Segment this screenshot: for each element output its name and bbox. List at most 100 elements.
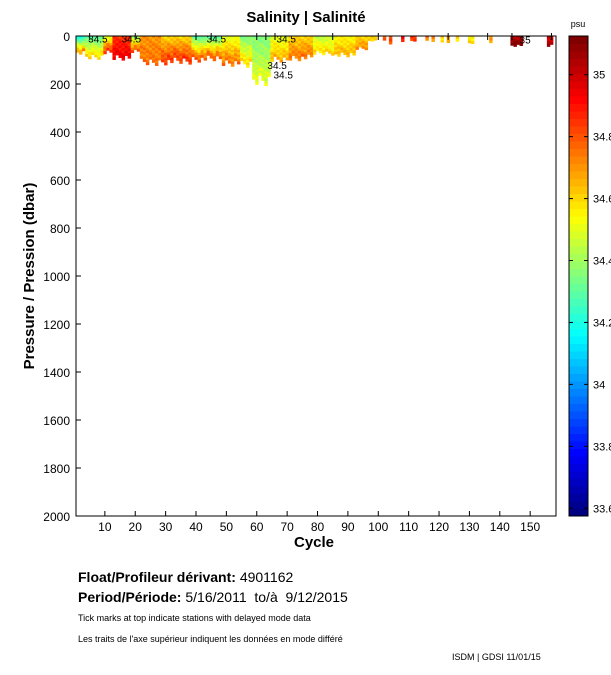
colorbar-swatch <box>569 126 588 134</box>
data-cell <box>136 46 141 50</box>
data-cell <box>112 52 116 56</box>
data-cell <box>115 40 119 44</box>
data-cell <box>151 36 156 39</box>
data-cell <box>118 40 122 44</box>
data-cell <box>142 47 147 51</box>
data-cell <box>261 68 265 72</box>
data-cell <box>401 38 405 43</box>
colorbar-swatch <box>569 336 588 344</box>
data-cell <box>124 38 129 42</box>
data-cell <box>224 50 229 54</box>
data-cell <box>288 52 293 56</box>
colorbar-swatch <box>569 343 588 352</box>
period-label: Period/Période: <box>78 589 182 605</box>
data-cell <box>227 43 232 47</box>
data-cell <box>218 42 223 46</box>
data-cell <box>191 49 195 53</box>
data-cell <box>243 49 247 53</box>
data-cell <box>115 38 119 42</box>
data-cell <box>145 55 150 58</box>
data-cell <box>243 38 247 42</box>
data-cell <box>364 47 369 51</box>
data-cell <box>337 36 341 39</box>
data-cell <box>267 62 271 66</box>
data-cell <box>194 52 198 56</box>
data-cell <box>188 45 192 49</box>
data-cell <box>243 36 247 39</box>
data-cell <box>100 43 104 46</box>
data-cell <box>431 36 435 40</box>
data-cell <box>346 54 350 58</box>
data-cell <box>97 36 101 39</box>
data-cell <box>127 45 132 49</box>
data-cell <box>252 69 256 73</box>
data-cell <box>106 45 110 49</box>
y-tick-label: 800 <box>50 222 70 236</box>
data-cell <box>121 57 126 61</box>
data-cell <box>334 45 338 48</box>
data-cell <box>164 48 168 51</box>
data-cell <box>270 54 274 58</box>
data-cell <box>118 50 122 54</box>
data-cell <box>264 40 268 44</box>
data-cell <box>255 79 259 83</box>
data-cell <box>258 36 262 39</box>
colorbar-swatch <box>569 201 588 209</box>
data-cell <box>388 41 393 45</box>
data-cell <box>440 36 444 39</box>
data-cell <box>270 59 274 62</box>
data-cell <box>264 71 268 75</box>
data-cell <box>218 51 223 55</box>
data-cell <box>182 36 186 39</box>
data-cell <box>203 38 208 42</box>
data-cell <box>227 45 232 49</box>
data-cell <box>121 40 126 44</box>
data-cell <box>158 38 162 42</box>
data-cell <box>358 38 362 41</box>
data-cell <box>240 50 244 54</box>
data-cell <box>130 50 135 53</box>
y-tick-label: 1200 <box>43 318 70 332</box>
data-cell <box>212 40 217 44</box>
data-cell <box>136 38 141 42</box>
colorbar-swatch <box>569 456 588 464</box>
data-cell <box>255 65 259 68</box>
data-cell <box>367 38 372 41</box>
colorbar <box>569 36 588 517</box>
y-axis-label: Pressure / Pression (dbar) <box>21 183 38 370</box>
data-cell <box>85 45 89 48</box>
data-cell <box>88 51 92 55</box>
data-cell <box>261 73 265 77</box>
data-cell <box>370 36 375 39</box>
data-cell <box>148 52 153 55</box>
data-cell <box>413 36 417 40</box>
data-cell <box>179 38 183 42</box>
data-cell <box>151 50 156 54</box>
colorbar-swatch <box>569 193 588 202</box>
data-cell <box>288 45 293 49</box>
data-cell <box>224 40 229 44</box>
data-cell <box>127 40 132 44</box>
data-cell <box>127 36 132 39</box>
data-cell <box>88 54 92 57</box>
data-cell <box>382 38 387 41</box>
data-cell <box>279 36 283 39</box>
data-cell <box>82 48 86 52</box>
data-cell <box>367 36 372 39</box>
data-cell <box>246 45 250 49</box>
data-cell <box>127 53 132 57</box>
data-cell <box>267 67 271 70</box>
data-cell <box>212 50 217 54</box>
data-cell <box>212 43 217 47</box>
data-cell <box>233 53 238 57</box>
data-cell <box>255 40 259 44</box>
data-cell <box>167 54 171 58</box>
data-cell <box>279 47 283 51</box>
data-cell <box>158 48 162 51</box>
data-cell <box>188 61 192 65</box>
data-cell <box>176 40 180 44</box>
data-cell <box>246 40 250 44</box>
data-cell <box>355 44 359 48</box>
data-cell <box>191 45 195 48</box>
data-cell <box>270 42 274 46</box>
